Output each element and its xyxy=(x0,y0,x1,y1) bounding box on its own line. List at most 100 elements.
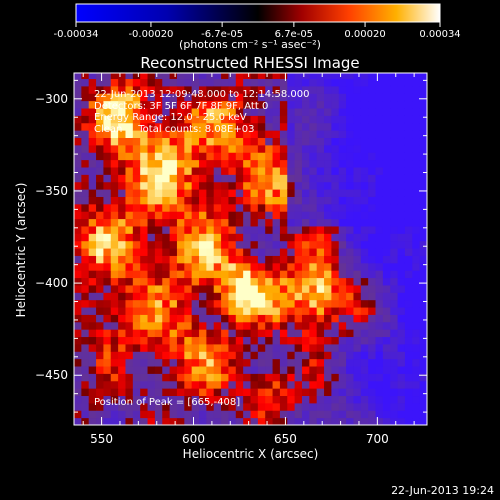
heatmap-cell xyxy=(213,248,222,256)
heatmap-cell xyxy=(199,373,207,382)
heatmap-cell xyxy=(404,152,413,161)
heatmap-cell xyxy=(331,277,340,286)
heatmap-cell xyxy=(324,358,332,367)
heatmap-cell xyxy=(162,336,171,345)
heatmap-cell xyxy=(199,108,207,116)
heatmap-cell xyxy=(162,358,171,367)
heatmap-cell xyxy=(162,144,171,153)
heatmap-cell xyxy=(272,211,281,220)
heatmap-cell xyxy=(368,181,377,190)
heatmap-cell xyxy=(265,181,274,190)
heatmap-cell xyxy=(346,233,354,242)
heatmap-cell xyxy=(250,73,259,80)
heatmap-cell xyxy=(199,203,207,212)
heatmap-cell xyxy=(96,73,104,80)
heatmap-cell xyxy=(162,343,171,352)
heatmap-cell xyxy=(324,181,332,190)
heatmap-cell xyxy=(397,262,406,271)
heatmap-cell xyxy=(206,130,215,139)
heatmap-cell xyxy=(125,314,134,323)
heatmap-cell xyxy=(96,270,104,279)
heatmap-cell xyxy=(74,277,82,286)
heatmap-cell xyxy=(412,329,421,338)
heatmap-cell xyxy=(132,159,141,168)
heatmap-cell xyxy=(316,152,325,161)
heatmap-cell xyxy=(199,152,207,161)
y-tick-label: −300 xyxy=(35,92,68,106)
heatmap-cell xyxy=(257,100,266,109)
heatmap-cell xyxy=(221,233,229,242)
heatmap-cell xyxy=(279,240,288,249)
heatmap-cell xyxy=(206,100,215,109)
heatmap-cell xyxy=(257,270,266,279)
heatmap-cell xyxy=(324,137,332,146)
heatmap-cell xyxy=(169,108,178,116)
heatmap-cell xyxy=(419,93,427,102)
heatmap-cell xyxy=(103,144,112,153)
heatmap-cell xyxy=(191,380,200,389)
heatmap-cell xyxy=(412,73,421,80)
heatmap-cell xyxy=(397,85,406,94)
heatmap-cell xyxy=(368,100,377,109)
y-tick-label: −450 xyxy=(35,368,68,382)
heatmap-cell xyxy=(316,321,325,330)
heatmap-cell xyxy=(206,277,215,286)
heatmap-cell xyxy=(316,240,325,249)
heatmap-cell xyxy=(279,402,288,411)
heatmap-cell xyxy=(191,78,200,87)
heatmap-cell xyxy=(169,159,178,168)
heatmap-cell xyxy=(132,233,141,242)
heatmap-cell xyxy=(162,166,171,175)
heatmap-cell xyxy=(301,270,310,279)
heatmap-cell xyxy=(294,358,303,367)
heatmap-cell xyxy=(81,351,90,360)
heatmap-cell xyxy=(96,144,104,153)
heatmap-cell xyxy=(301,262,310,271)
heatmap-cell xyxy=(74,358,82,367)
heatmap-cell xyxy=(191,336,200,345)
heatmap-cell xyxy=(140,137,149,146)
heatmap-cell xyxy=(360,218,369,227)
heatmap-cell xyxy=(265,373,274,382)
heatmap-cell xyxy=(279,159,288,168)
heatmap-cell xyxy=(353,211,362,220)
heatmap-cell xyxy=(279,366,288,374)
heatmap-cell xyxy=(243,270,251,279)
heatmap-cell xyxy=(390,225,399,234)
heatmap-cell xyxy=(191,299,200,308)
heatmap-cell xyxy=(110,395,119,404)
heatmap-cell xyxy=(206,336,215,345)
heatmap-cell xyxy=(419,366,427,374)
heatmap-cell xyxy=(397,277,406,286)
heatmap-cell xyxy=(221,248,229,256)
heatmap-cell xyxy=(390,73,399,80)
heatmap-cell xyxy=(338,137,347,146)
heatmap-cell xyxy=(74,410,82,419)
heatmap-cell xyxy=(154,343,163,352)
heatmap-cell xyxy=(243,358,251,367)
heatmap-cell xyxy=(360,410,369,419)
heatmap-cell xyxy=(147,410,156,419)
heatmap-cell xyxy=(235,255,244,264)
heatmap-cell xyxy=(309,284,318,293)
heatmap-cell xyxy=(221,410,229,419)
heatmap-cell xyxy=(103,255,112,264)
heatmap-cell xyxy=(191,270,200,279)
heatmap-cell xyxy=(228,248,237,256)
heatmap-cell xyxy=(132,284,141,293)
heatmap-cell xyxy=(184,417,193,425)
heatmap-cell xyxy=(265,211,274,220)
heatmap-cell xyxy=(235,284,244,293)
heatmap-cell xyxy=(147,233,156,242)
heatmap-cell xyxy=(287,196,296,205)
heatmap-cell xyxy=(346,218,354,227)
heatmap-cell xyxy=(213,85,222,94)
heatmap-cell xyxy=(243,284,251,293)
heatmap-cell xyxy=(140,373,149,382)
heatmap-cell xyxy=(265,395,274,404)
heatmap-cell xyxy=(316,93,325,102)
heatmap-cell xyxy=(257,395,266,404)
heatmap-cell xyxy=(88,240,97,249)
heatmap-cell xyxy=(250,329,259,338)
heatmap-cell xyxy=(154,144,163,153)
